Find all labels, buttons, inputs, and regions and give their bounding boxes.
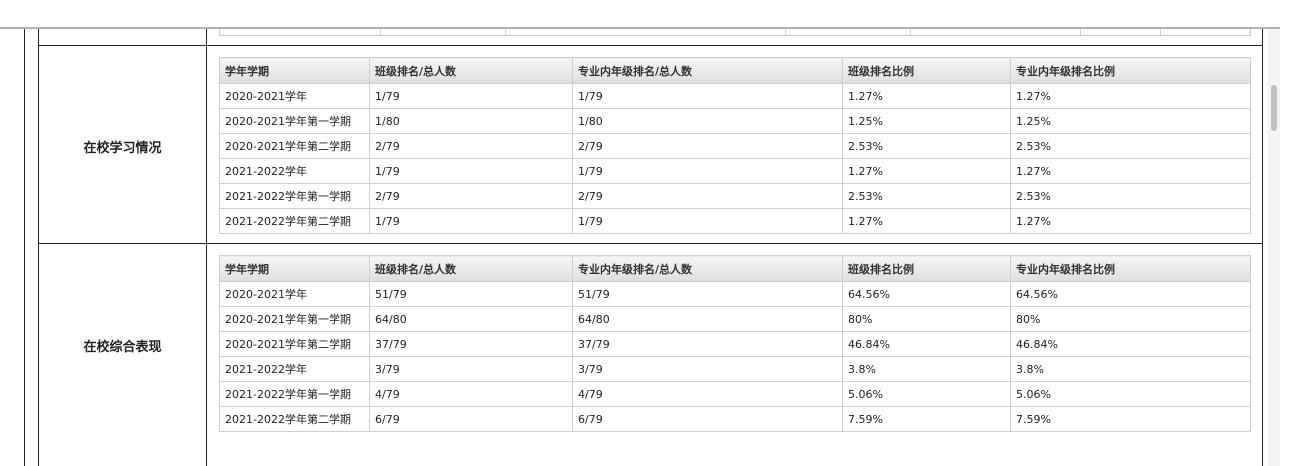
table-header-row: 学年学期 班级排名/总人数 专业内年级排名/总人数 班级排名比例 专业内年级排名… [219, 57, 1251, 84]
cell-major-rank: 2/79 [572, 133, 843, 159]
table-row: 2020-2021学年 51/79 51/79 64.56% 64.56% [219, 281, 1251, 307]
cell-term: 2021-2022学年第一学期 [219, 381, 370, 407]
table-row: 2020-2021学年第二学期 37/79 37/79 46.84% 46.84… [219, 331, 1251, 357]
scrollbar-thumb[interactable] [1271, 85, 1277, 131]
table-row: 2021-2022学年第一学期 4/79 4/79 5.06% 5.06% [219, 381, 1251, 407]
cell-term: 2021-2022学年 [219, 158, 370, 184]
cell-class-rank: 1/80 [369, 108, 573, 134]
table-row: 2020-2021学年第一学期 1/80 1/80 1.25% 1.25% [219, 108, 1251, 134]
cell-term: 2020-2021学年第一学期 [219, 108, 370, 134]
performance-ranking-table: 学年学期 班级排名/总人数 专业内年级排名/总人数 班级排名比例 专业内年级排名… [219, 255, 1251, 432]
cell-major-rank: 1/79 [572, 83, 843, 109]
table-row: 2021-2022学年第一学期 2/79 2/79 2.53% 2.53% [219, 183, 1251, 209]
cell-class-ratio: 1.27% [842, 158, 1011, 184]
table-row: 2020-2021学年第二学期 2/79 2/79 2.53% 2.53% [219, 133, 1251, 159]
cell-major-ratio: 7.59% [1010, 406, 1251, 432]
table-row: 2021-2022学年第二学期 1/79 1/79 1.27% 1.27% [219, 208, 1251, 234]
section-divider [38, 243, 1262, 244]
cell-major-ratio: 5.06% [1010, 381, 1251, 407]
cell-class-rank: 6/79 [369, 406, 573, 432]
column-header-term: 学年学期 [219, 57, 370, 84]
cell-class-rank: 4/79 [369, 381, 573, 407]
column-header-term: 学年学期 [219, 255, 370, 282]
table-row: 2020-2021学年第一学期 64/80 64/80 80% 80% [219, 306, 1251, 332]
cell-major-rank: 1/79 [572, 158, 843, 184]
cell-class-ratio: 7.59% [842, 406, 1011, 432]
cell-class-ratio: 1.27% [842, 83, 1011, 109]
table-row: 2021-2022学年 3/79 3/79 3.8% 3.8% [219, 356, 1251, 382]
cell-major-ratio: 80% [1010, 306, 1251, 332]
cell-class-ratio: 3.8% [842, 356, 1011, 382]
cell-term: 2020-2021学年第二学期 [219, 331, 370, 357]
column-header-major-ratio: 专业内年级排名比例 [1010, 57, 1251, 84]
cell-major-rank: 1/79 [572, 208, 843, 234]
cell-class-rank: 3/79 [369, 356, 573, 382]
cell-major-ratio: 1.25% [1010, 108, 1251, 134]
cell-class-ratio: 80% [842, 306, 1011, 332]
table-row: 2020-2021学年 1/79 1/79 1.27% 1.27% [219, 83, 1251, 109]
table-row: 2021-2022学年第二学期 6/79 6/79 7.59% 7.59% [219, 406, 1251, 432]
section-label-study: 在校学习情况 [83, 141, 162, 156]
column-header-class-ratio: 班级排名比例 [842, 255, 1011, 282]
column-header-major-ratio: 专业内年级排名比例 [1010, 255, 1251, 282]
cell-class-rank: 1/79 [369, 158, 573, 184]
vertical-scrollbar[interactable] [1268, 29, 1280, 466]
cell-major-rank: 4/79 [572, 381, 843, 407]
cell-class-ratio: 2.53% [842, 133, 1011, 159]
cell-major-ratio: 1.27% [1010, 83, 1251, 109]
cell-major-ratio: 64.56% [1010, 281, 1251, 307]
report-frame: 在校学习情况 在校综合表现 学年学期 班级排名/总人数 专业内年级排名/总人数 … [24, 29, 1263, 466]
cell-major-rank: 6/79 [572, 406, 843, 432]
label-column-divider [206, 29, 207, 466]
cell-class-ratio: 5.06% [842, 381, 1011, 407]
cell-class-rank: 2/79 [369, 183, 573, 209]
cell-term: 2021-2022学年第一学期 [219, 183, 370, 209]
column-header-class-rank: 班级排名/总人数 [369, 255, 573, 282]
cell-class-rank: 1/79 [369, 208, 573, 234]
study-ranking-table: 学年学期 班级排名/总人数 专业内年级排名/总人数 班级排名比例 专业内年级排名… [219, 57, 1251, 234]
cell-class-ratio: 64.56% [842, 281, 1011, 307]
cell-class-ratio: 2.53% [842, 183, 1011, 209]
frame-left-border [38, 29, 39, 466]
cell-class-ratio: 1.27% [842, 208, 1011, 234]
cell-class-ratio: 1.25% [842, 108, 1011, 134]
cell-major-rank: 3/79 [572, 356, 843, 382]
cell-major-rank: 51/79 [572, 281, 843, 307]
cell-major-rank: 2/79 [572, 183, 843, 209]
table-row: 2021-2022学年 1/79 1/79 1.27% 1.27% [219, 158, 1251, 184]
cell-major-ratio: 2.53% [1010, 133, 1251, 159]
column-header-major-rank: 专业内年级排名/总人数 [572, 57, 843, 84]
cell-major-ratio: 1.27% [1010, 158, 1251, 184]
cell-term: 2020-2021学年第二学期 [219, 133, 370, 159]
cell-term: 2020-2021学年第一学期 [219, 306, 370, 332]
column-header-class-rank: 班级排名/总人数 [369, 57, 573, 84]
cell-major-ratio: 1.27% [1010, 208, 1251, 234]
table-header-row: 学年学期 班级排名/总人数 专业内年级排名/总人数 班级排名比例 专业内年级排名… [219, 255, 1251, 282]
cell-term: 2021-2022学年 [219, 356, 370, 382]
cell-class-rank: 37/79 [369, 331, 573, 357]
cell-major-ratio: 2.53% [1010, 183, 1251, 209]
cell-major-rank: 1/80 [572, 108, 843, 134]
cell-major-rank: 37/79 [572, 331, 843, 357]
cell-class-rank: 64/80 [369, 306, 573, 332]
column-header-major-rank: 专业内年级排名/总人数 [572, 255, 843, 282]
section-label-performance: 在校综合表现 [83, 340, 162, 355]
cell-term: 2020-2021学年 [219, 281, 370, 307]
section-divider [38, 45, 1262, 46]
cell-major-ratio: 46.84% [1010, 331, 1251, 357]
cell-major-ratio: 3.8% [1010, 356, 1251, 382]
column-header-class-ratio: 班级排名比例 [842, 57, 1011, 84]
cell-term: 2020-2021学年 [219, 83, 370, 109]
page-top-rule [0, 27, 1280, 29]
cell-class-rank: 51/79 [369, 281, 573, 307]
previous-table-bottom [219, 29, 1251, 36]
cell-major-rank: 64/80 [572, 306, 843, 332]
cell-class-rank: 1/79 [369, 83, 573, 109]
cell-class-rank: 2/79 [369, 133, 573, 159]
cell-term: 2021-2022学年第二学期 [219, 406, 370, 432]
cell-term: 2021-2022学年第二学期 [219, 208, 370, 234]
cell-class-ratio: 46.84% [842, 331, 1011, 357]
